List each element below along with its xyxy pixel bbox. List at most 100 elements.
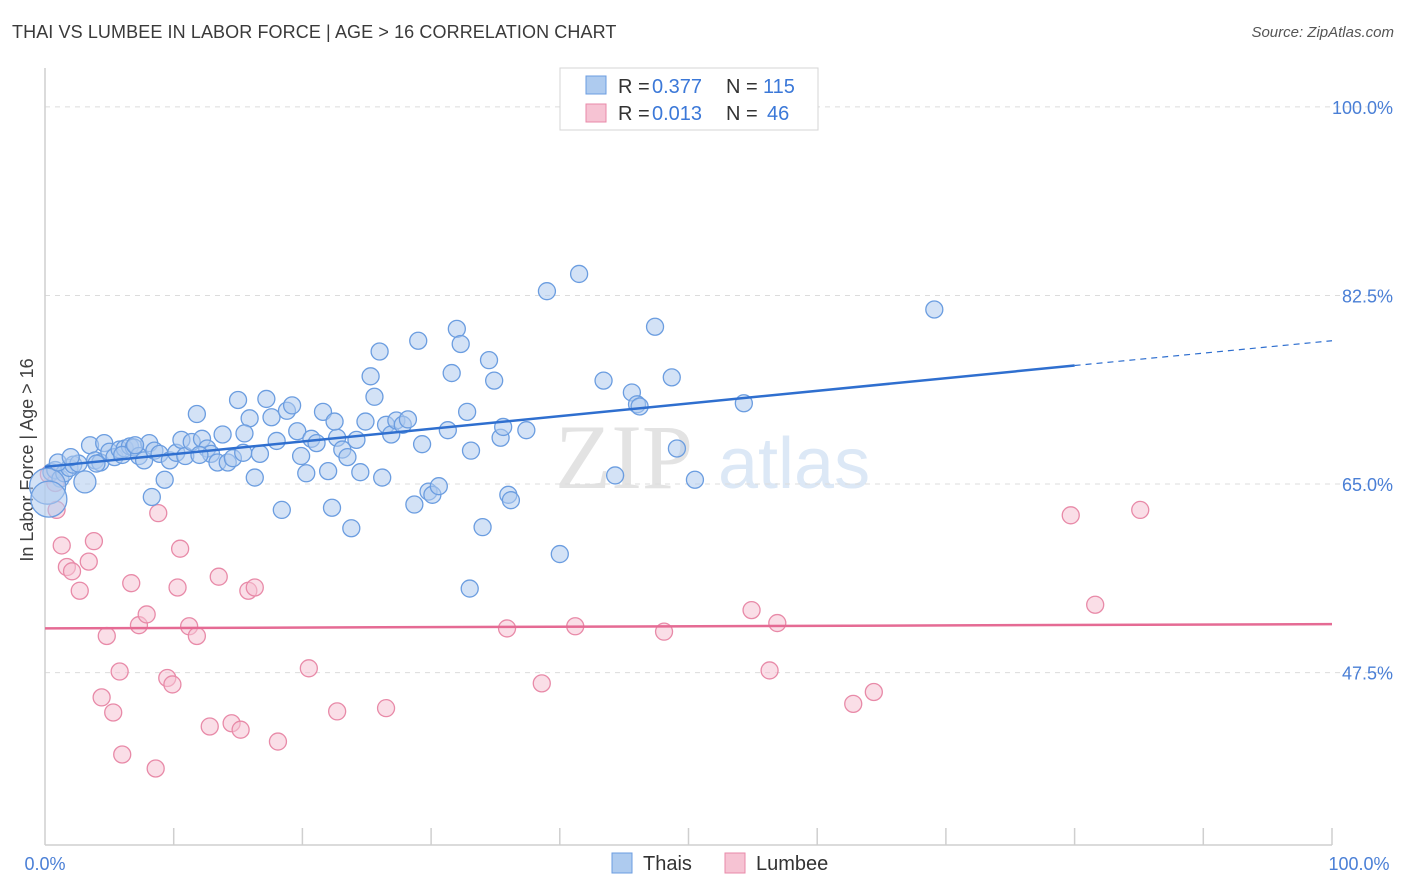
y-tick-labels: 47.5% 65.0% 82.5% 100.0% bbox=[1332, 98, 1393, 684]
bottom-legend-lumbee[interactable]: Lumbee bbox=[756, 853, 828, 875]
legend-n-label-thais: N = bbox=[726, 76, 758, 98]
thai-point bbox=[250, 444, 270, 464]
lumbee-point bbox=[70, 581, 89, 600]
legend-swatch-lumbee bbox=[585, 103, 607, 123]
thai-point bbox=[282, 396, 302, 415]
thai-point bbox=[356, 412, 375, 431]
lumbee-point bbox=[149, 503, 168, 523]
bottom-legend-thais[interactable]: Thais bbox=[643, 853, 692, 875]
lumbee-point bbox=[187, 626, 207, 646]
x-ticks bbox=[172, 828, 1333, 845]
y-tick-label-47.5: 47.5% bbox=[1342, 664, 1393, 684]
lumbee-point bbox=[79, 552, 98, 571]
source-credit: Source: ZipAtlas.com bbox=[1251, 24, 1394, 41]
lumbee-point bbox=[742, 600, 761, 620]
thai-point bbox=[142, 487, 161, 507]
thai-point bbox=[485, 371, 504, 390]
bottom-swatch-lumbee[interactable] bbox=[724, 852, 746, 874]
thai-point bbox=[187, 404, 207, 424]
thai-point bbox=[351, 463, 370, 482]
thai-point bbox=[373, 468, 392, 487]
thai-point bbox=[479, 350, 499, 370]
thai-point bbox=[125, 436, 145, 455]
thai-point bbox=[262, 408, 281, 427]
thai-point bbox=[235, 424, 254, 443]
lumbee-point bbox=[104, 703, 123, 722]
x-tick-label-max: 100.0% bbox=[1328, 854, 1389, 874]
lumbee-point bbox=[231, 720, 250, 739]
lumbee-point bbox=[532, 674, 551, 693]
thai-point bbox=[409, 331, 428, 350]
lumbee-point bbox=[1086, 595, 1105, 614]
y-axis-label: In Labor Force | Age > 16 bbox=[17, 358, 37, 561]
y-tick-label-65: 65.0% bbox=[1342, 475, 1393, 495]
thai-point bbox=[291, 446, 311, 466]
lumbee-point bbox=[110, 662, 129, 681]
lumbee-point bbox=[84, 532, 104, 551]
lumbee-point bbox=[170, 539, 190, 558]
thai-point bbox=[645, 317, 665, 336]
legend-n-value-lumbee: 46 bbox=[767, 103, 789, 125]
legend-r-value-thais: 0.377 bbox=[652, 76, 702, 98]
watermark: ZIP atlas bbox=[555, 406, 870, 508]
lumbee-point bbox=[92, 688, 111, 707]
thai-point bbox=[347, 430, 366, 450]
lumbee-point bbox=[168, 578, 187, 597]
thai-point bbox=[438, 421, 457, 440]
thai-point bbox=[272, 500, 291, 520]
bottom-swatch-thais[interactable] bbox=[611, 852, 633, 874]
thai-point bbox=[457, 402, 477, 422]
lumbee-point bbox=[497, 619, 517, 638]
y-tick-label-100: 100.0% bbox=[1332, 98, 1393, 118]
thai-point bbox=[240, 409, 259, 428]
thai-point bbox=[257, 389, 276, 409]
series-legend[interactable]: Thais Lumbee bbox=[611, 852, 828, 875]
thai-point bbox=[429, 477, 448, 496]
thai-point bbox=[460, 579, 479, 598]
lumbee-point bbox=[760, 661, 779, 680]
legend-r-label-lumbee: R = bbox=[618, 103, 650, 125]
thai-point bbox=[925, 300, 944, 319]
thai-point bbox=[569, 264, 589, 284]
thai-point bbox=[30, 480, 68, 518]
thai-point bbox=[605, 466, 625, 485]
thai-point bbox=[61, 447, 80, 467]
lumbee-point bbox=[844, 694, 863, 714]
lumbee-point bbox=[146, 759, 165, 778]
lumbee-point bbox=[200, 717, 219, 736]
thai-point bbox=[461, 441, 481, 460]
legend-r-label-thais: R = bbox=[618, 76, 650, 98]
lumbee-point bbox=[299, 659, 318, 678]
lumbee-point bbox=[163, 675, 182, 694]
thais-points bbox=[28, 264, 944, 598]
gridlines bbox=[45, 106, 1392, 674]
lumbee-point bbox=[376, 699, 396, 718]
lumbee-point bbox=[1131, 500, 1150, 520]
lumbee-point bbox=[62, 562, 82, 581]
thai-point bbox=[630, 397, 649, 416]
thai-point bbox=[297, 464, 316, 483]
lumbee-point bbox=[768, 613, 787, 633]
lumbee-point bbox=[122, 574, 141, 593]
thai-point bbox=[155, 470, 174, 489]
thai-point bbox=[245, 468, 264, 487]
thais-trend-line bbox=[44, 364, 1075, 469]
thai-point bbox=[594, 371, 613, 390]
thai-point bbox=[662, 368, 681, 387]
thai-point bbox=[405, 495, 424, 514]
lumbee-point bbox=[113, 745, 132, 764]
thai-point bbox=[318, 461, 338, 481]
thai-point bbox=[451, 334, 470, 354]
thai-point bbox=[190, 445, 209, 465]
x-tick-label-min: 0.0% bbox=[24, 854, 65, 874]
thai-point bbox=[213, 425, 232, 444]
thai-point bbox=[550, 544, 569, 564]
thai-point bbox=[73, 470, 97, 494]
thai-point bbox=[442, 363, 461, 383]
thai-point bbox=[447, 319, 466, 339]
thai-point bbox=[412, 435, 432, 454]
thai-point bbox=[307, 433, 326, 453]
lumbee-trend-line bbox=[44, 622, 1333, 630]
lumbee-point bbox=[864, 682, 883, 702]
